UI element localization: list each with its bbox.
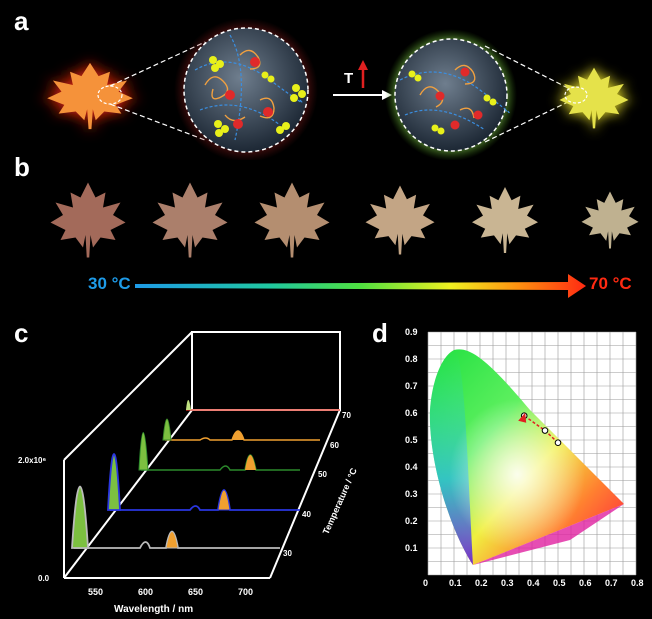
cie-xtick-label: 0 <box>423 578 428 588</box>
nanostructure-sphere-red <box>183 27 309 153</box>
c-xtick-700: 700 <box>238 587 253 597</box>
leaf-sample-5 <box>472 187 538 253</box>
cie-ytick-label: 0.5 <box>405 435 418 445</box>
leaf-sample-2 <box>152 182 228 258</box>
spectrum-40 <box>107 453 300 511</box>
cie-xtick-label: 0.5 <box>553 578 566 588</box>
c-ztick-30: 30 <box>283 549 292 558</box>
cie-point-1 <box>554 439 562 446</box>
nanostructure-sphere-green <box>394 38 508 152</box>
temperature-gradient-arrow <box>135 274 586 298</box>
c-ztick-70: 70 <box>342 411 351 420</box>
cie-ytick-label: 0.4 <box>405 462 418 472</box>
cie-ytick-label: 0.6 <box>405 408 418 418</box>
panel-a-illustration: T <box>43 18 632 160</box>
c-ztick-60: 60 <box>330 441 339 450</box>
cie-yticks: 0.1 0.2 0.3 0.4 0.5 0.6 0.7 0.8 0.9 <box>405 327 418 553</box>
cie-xticks: 0 0.1 0.2 0.3 0.4 0.5 0.6 0.7 0.8 <box>423 578 644 588</box>
panel-d-cie-chart: 0 0.1 0.2 0.3 0.4 0.5 0.6 0.7 0.8 0.10.20.30.40.… <box>405 327 644 588</box>
cie-point-2 <box>541 427 549 434</box>
yellow-leaf <box>556 65 632 131</box>
leaf-sample-1 <box>50 182 126 258</box>
cie-xtick-label: 0.1 <box>449 578 462 588</box>
panel-label-d: d <box>372 318 388 348</box>
c-ztick-40: 40 <box>302 510 311 519</box>
cie-ytick-label: 0.7 <box>405 381 418 391</box>
cie-xtick-label: 0.6 <box>579 578 592 588</box>
cie-ytick-label: 0.3 <box>405 489 418 499</box>
c-xtick-650: 650 <box>188 587 203 597</box>
c-xlabel: Wavelength / nm <box>114 604 193 615</box>
zoom-ring-right <box>564 86 588 104</box>
leaf-sample-6 <box>581 191 639 249</box>
cie-xtick-label: 0.7 <box>605 578 618 588</box>
start-temperature-label: 30 °C <box>88 274 131 293</box>
orange-leaf <box>43 60 137 132</box>
c-ytick-top: 2.0x10⁶ <box>18 456 46 465</box>
arrow-label: T <box>344 70 353 87</box>
c-ytick-zero: 0.0 <box>38 574 50 583</box>
spectrum-70 <box>186 400 340 411</box>
end-temperature-label: 70 °C <box>589 274 632 293</box>
panel-label-b: b <box>14 152 30 182</box>
leaf-sample-4 <box>365 185 435 255</box>
panel-c-3d-spectra: 2.0x10⁶ 0.0 550 600 650 700 30 40 50 60 … <box>18 331 359 615</box>
cie-ytick-label: 0.1 <box>405 543 418 553</box>
spectrum-50 <box>138 432 300 471</box>
cie-ytick-label: 0.9 <box>405 327 418 337</box>
c-ztick-50: 50 <box>318 470 327 479</box>
cie-xtick-label: 0.8 <box>631 578 644 588</box>
leaf-sample-3 <box>254 182 330 258</box>
spectrum-60 <box>162 418 320 441</box>
panel-label-c: c <box>14 318 29 348</box>
spectrum-30 <box>71 485 280 549</box>
cie-ytick-label: 0.8 <box>405 354 418 364</box>
cie-xtick-label: 0.3 <box>501 578 514 588</box>
cie-xtick-label: 0.4 <box>527 578 540 588</box>
c-xtick-550: 550 <box>88 587 103 597</box>
cie-data-points <box>518 412 562 446</box>
cie-arrow-head <box>518 412 527 423</box>
cie-ytick-label: 0.2 <box>405 516 418 526</box>
panel-b-leaves <box>50 182 639 298</box>
c-xtick-600: 600 <box>138 587 153 597</box>
panel-label-a: a <box>14 6 29 36</box>
cie-xtick-label: 0.2 <box>475 578 488 588</box>
